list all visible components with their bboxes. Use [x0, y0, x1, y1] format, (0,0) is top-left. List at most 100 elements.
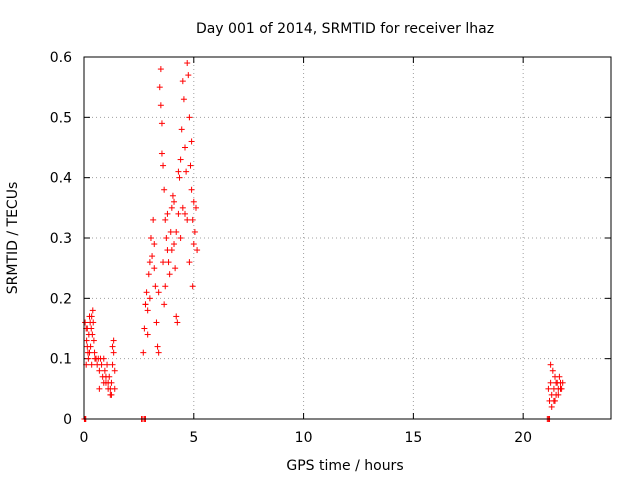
data-point — [96, 367, 103, 374]
data-point — [109, 343, 116, 350]
y-tick-label: 0.5 — [50, 110, 72, 126]
y-tick-label: 0.6 — [50, 50, 72, 66]
data-point — [176, 174, 183, 181]
y-tick-label: 0.2 — [50, 291, 72, 307]
data-point — [545, 385, 552, 392]
data-point — [182, 144, 189, 151]
data-point — [160, 162, 167, 169]
data-point — [161, 301, 168, 308]
data-point — [167, 228, 174, 235]
data-point — [174, 319, 181, 326]
y-tick-label: 0 — [63, 412, 72, 428]
data-point — [553, 379, 560, 386]
x-tick-label: 0 — [80, 430, 89, 446]
data-point — [155, 349, 162, 356]
data-point — [151, 241, 158, 248]
data-point — [190, 198, 197, 205]
data-point — [189, 283, 196, 290]
data-point — [141, 325, 148, 332]
data-point — [110, 349, 117, 356]
data-point — [144, 331, 151, 338]
data-point — [191, 228, 198, 235]
data-point — [150, 216, 157, 223]
data-point — [168, 204, 175, 211]
data-point — [192, 204, 199, 211]
grid-lines — [84, 57, 611, 419]
data-point — [171, 198, 178, 205]
data-point — [157, 102, 164, 109]
data-point — [110, 337, 117, 344]
data-point — [549, 367, 556, 374]
x-tick-label: 5 — [189, 430, 198, 446]
data-point — [105, 379, 112, 386]
data-point — [557, 385, 564, 392]
axis-ticks: 0 0.1 0.2 0.3 0.4 0.5 0.6 0 5 10 15 20 — [50, 50, 611, 446]
data-point — [145, 271, 152, 278]
data-point — [555, 391, 562, 398]
data-point — [158, 120, 165, 127]
data-point — [144, 307, 151, 314]
data-point — [556, 373, 563, 380]
x-axis-label: GPS time / hours — [286, 458, 403, 474]
data-point — [552, 397, 559, 404]
data-point — [151, 265, 158, 272]
data-point — [85, 355, 92, 362]
data-point — [108, 391, 115, 398]
data-point — [89, 331, 96, 338]
data-point — [171, 241, 178, 248]
data-point — [161, 186, 168, 193]
data-point — [547, 361, 554, 368]
data-point — [88, 313, 95, 320]
data-point — [157, 66, 164, 73]
data-point — [185, 72, 192, 79]
data-point — [188, 138, 195, 145]
data-point — [153, 319, 160, 326]
data-point — [177, 156, 184, 163]
data-point — [102, 373, 109, 380]
data-point — [179, 78, 186, 85]
data-point — [143, 289, 150, 296]
data-point — [88, 325, 95, 332]
data-point — [547, 379, 554, 386]
y-axis-label: SRMTID / TECUs — [5, 182, 21, 295]
data-point — [178, 126, 185, 133]
data-point — [158, 150, 165, 157]
data-point — [162, 283, 169, 290]
data-point — [186, 259, 193, 266]
data-point — [100, 355, 107, 362]
x-tick-label: 10 — [295, 430, 313, 446]
data-point — [168, 247, 175, 254]
data-point — [104, 361, 111, 368]
data-point — [86, 349, 93, 356]
data-point — [180, 96, 187, 103]
data-point — [186, 114, 193, 121]
data-point — [190, 241, 197, 248]
data-point — [183, 168, 190, 175]
data-point — [82, 319, 89, 326]
plot-frame — [83, 56, 612, 420]
data-point — [109, 361, 116, 368]
chart-title: Day 001 of 2014, SRMTID for receiver lha… — [196, 21, 494, 37]
x-tick-label: 15 — [404, 430, 422, 446]
data-point — [173, 313, 180, 320]
data-point — [184, 60, 191, 67]
data-point — [91, 349, 98, 356]
data-point — [147, 235, 154, 241]
data-point — [169, 192, 176, 199]
data-point — [187, 162, 194, 169]
data-point — [90, 337, 97, 344]
data-point — [182, 210, 189, 217]
data-point — [164, 210, 171, 217]
data-point — [101, 367, 108, 374]
data-point — [111, 385, 118, 392]
data-point — [166, 271, 173, 278]
x-tick-label: 20 — [514, 430, 532, 446]
data-point — [559, 379, 566, 386]
data-point — [194, 247, 201, 254]
data-points — [81, 60, 566, 422]
data-point — [163, 235, 170, 241]
data-point — [89, 307, 96, 314]
data-point — [165, 259, 172, 266]
data-point — [90, 319, 97, 326]
